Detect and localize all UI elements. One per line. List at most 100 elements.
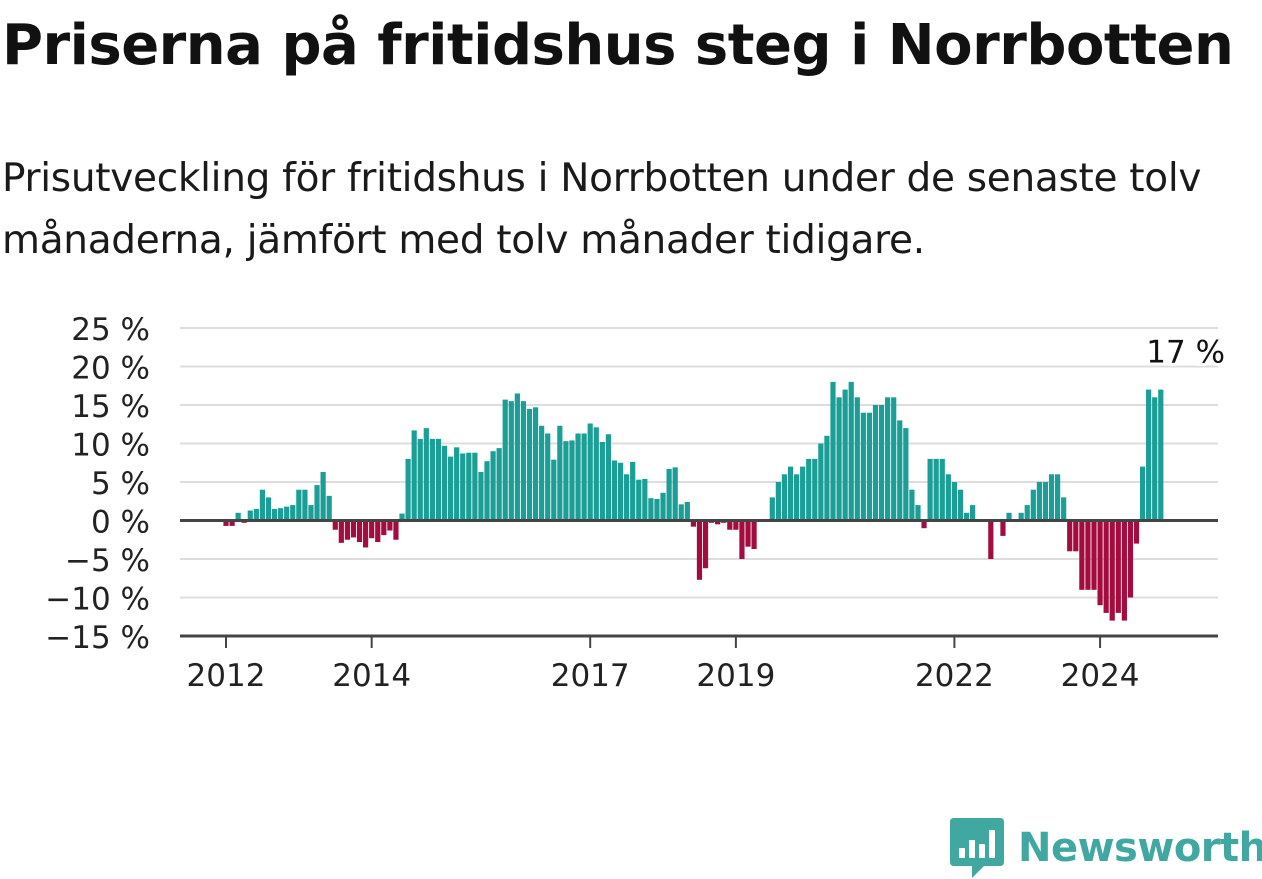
bar xyxy=(678,504,684,521)
bar xyxy=(478,471,484,521)
bar xyxy=(356,520,363,543)
bar-annotation: 17 % xyxy=(1146,335,1225,371)
bar xyxy=(302,489,308,521)
bar xyxy=(539,425,545,521)
bar xyxy=(648,498,654,521)
bar xyxy=(502,399,508,521)
bar xyxy=(1067,520,1073,552)
bar xyxy=(630,461,636,521)
bar xyxy=(1018,512,1024,521)
bar xyxy=(1006,512,1012,521)
bar xyxy=(830,381,836,521)
bar xyxy=(739,520,745,559)
bar xyxy=(472,452,478,521)
bar xyxy=(842,389,848,521)
x-tick-label: 2017 xyxy=(551,658,630,694)
y-axis-labels: −15 %−10 %−5 %0 %5 %10 %15 %20 %25 % xyxy=(45,312,150,656)
bar xyxy=(429,438,435,521)
bar xyxy=(235,512,241,521)
bar xyxy=(1121,520,1127,621)
x-tick-label: 2022 xyxy=(915,658,994,694)
bar xyxy=(818,443,824,521)
bar xyxy=(1091,520,1097,590)
bar xyxy=(460,453,466,521)
bar xyxy=(581,433,587,521)
bar xyxy=(259,489,266,521)
bar xyxy=(684,502,690,521)
bar xyxy=(496,448,502,521)
bar xyxy=(866,412,873,521)
y-tick-label: −10 % xyxy=(45,582,150,618)
bar xyxy=(593,427,599,521)
bar xyxy=(423,428,429,521)
y-tick-label: −15 % xyxy=(45,620,150,656)
bar xyxy=(945,474,951,521)
bar xyxy=(915,505,921,521)
bar xyxy=(793,474,800,521)
bar xyxy=(484,461,490,521)
bar xyxy=(1048,474,1055,521)
bar xyxy=(690,520,696,527)
bar xyxy=(921,520,927,529)
bar xyxy=(314,485,320,521)
bars xyxy=(223,381,1164,621)
bar xyxy=(284,506,290,521)
bar xyxy=(332,520,338,530)
bar xyxy=(447,456,454,521)
bar xyxy=(988,520,994,559)
bar xyxy=(441,445,448,521)
bar xyxy=(1061,497,1067,521)
grid-lines xyxy=(180,327,1218,599)
bar xyxy=(229,520,235,526)
bar xyxy=(290,505,296,521)
bar xyxy=(751,520,757,549)
y-tick-label: 25 % xyxy=(71,312,150,348)
bar xyxy=(605,434,612,521)
bar xyxy=(927,458,933,521)
bar xyxy=(860,412,866,521)
newsworthy-chart-icon xyxy=(950,818,1004,878)
bar xyxy=(836,397,842,521)
bar xyxy=(569,440,575,521)
bar xyxy=(617,462,624,521)
bar xyxy=(642,478,648,521)
newsworthy-logo: Newsworthy xyxy=(950,818,1262,878)
bar xyxy=(247,510,253,521)
bar xyxy=(381,520,387,536)
bar xyxy=(897,420,903,521)
bar xyxy=(599,441,605,521)
bar xyxy=(454,447,460,521)
bar xyxy=(824,435,830,521)
bar xyxy=(387,520,393,531)
bar xyxy=(405,458,411,521)
bar xyxy=(1000,520,1006,536)
bar xyxy=(933,458,939,521)
bar xyxy=(1158,389,1164,521)
bar xyxy=(1097,520,1103,606)
x-axis-labels: 2012 2014 2017 2019 2022 2024 xyxy=(187,636,1140,694)
bar xyxy=(490,451,496,521)
bar xyxy=(532,407,539,521)
bar xyxy=(654,498,660,521)
bar xyxy=(1036,482,1042,521)
chart-title: Priserna på fritidshus steg i Norrbotten xyxy=(2,13,1234,78)
bar xyxy=(344,520,350,540)
bar xyxy=(1054,474,1061,521)
bar xyxy=(672,467,678,521)
bar xyxy=(1085,520,1091,590)
bar xyxy=(271,508,278,521)
bar xyxy=(963,512,970,521)
bar xyxy=(1133,520,1140,544)
bar xyxy=(854,397,860,521)
x-tick-label: 2012 xyxy=(187,658,266,694)
x-tick-label: 2019 xyxy=(696,658,775,694)
bar xyxy=(320,471,326,521)
bar xyxy=(1127,520,1134,598)
bar xyxy=(624,474,630,521)
bar xyxy=(369,520,375,539)
bar xyxy=(520,401,527,521)
y-tick-label: 10 % xyxy=(71,428,150,464)
bar xyxy=(848,381,854,521)
bar xyxy=(903,428,909,521)
bar xyxy=(885,397,891,521)
